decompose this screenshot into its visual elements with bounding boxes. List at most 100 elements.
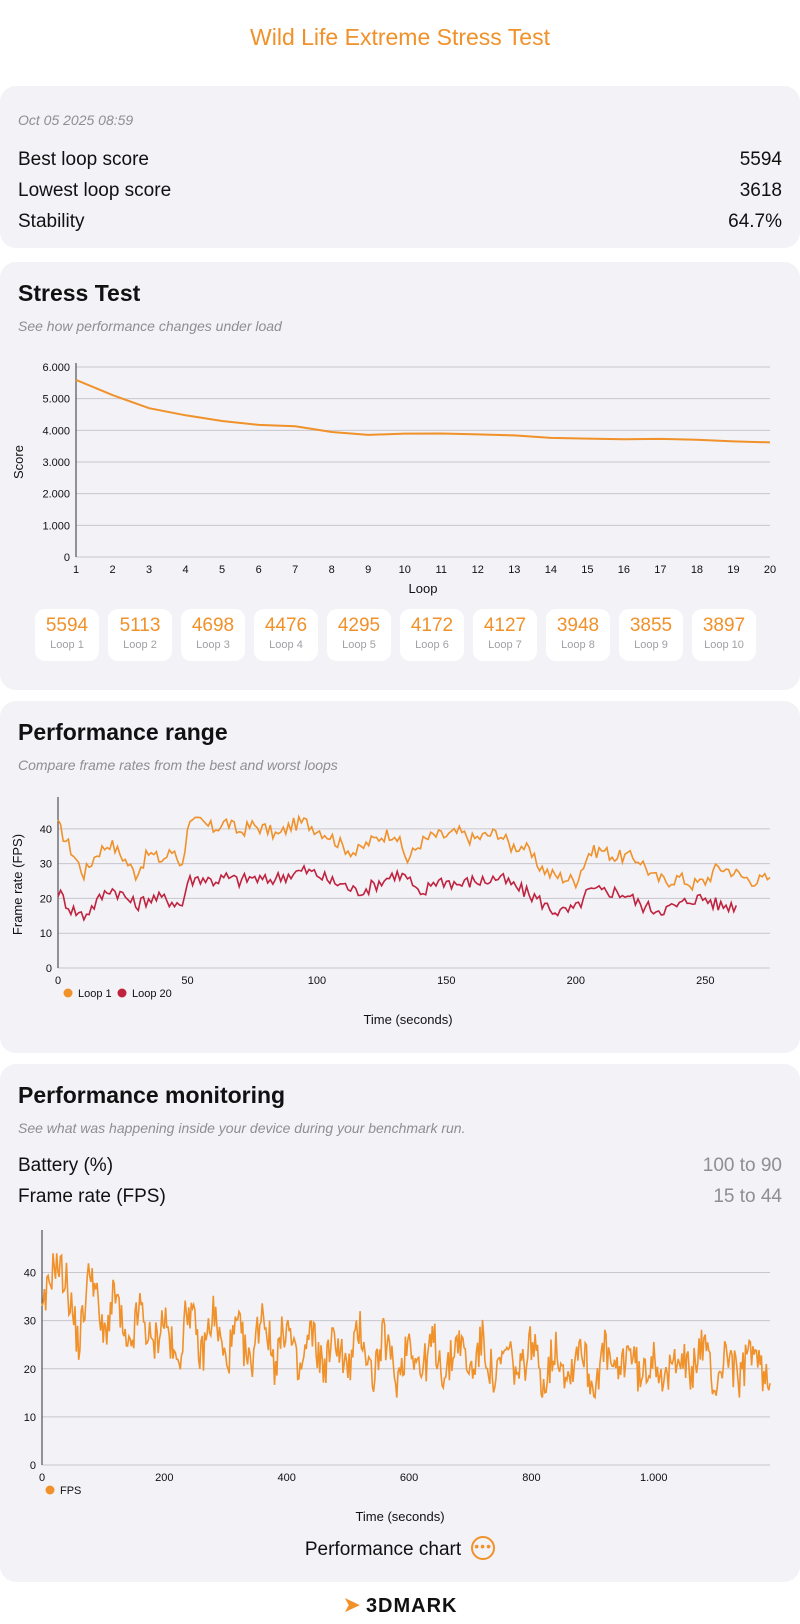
legend-label: Loop 1 bbox=[78, 988, 112, 1000]
performance-range-chart: 0 10 20 30 40 0 50 100 150 200 250 Time (seconds) Fr… bbox=[10, 797, 771, 1027]
loop-score: 4476 bbox=[264, 615, 308, 636]
stress-test-card: Stress Test See how performance changes … bbox=[0, 262, 800, 690]
y-tick-label: 0 bbox=[46, 963, 52, 975]
y-tick-label: 30 bbox=[40, 859, 52, 871]
x-axis-label: Loop bbox=[409, 581, 438, 596]
x-tick-label: 600 bbox=[400, 1472, 418, 1484]
x-tick-label: 150 bbox=[437, 975, 455, 987]
x-tick-label: 17 bbox=[654, 564, 666, 576]
x-tick-label: 100 bbox=[308, 975, 326, 987]
x-axis-label: Time (seconds) bbox=[363, 1012, 452, 1027]
performance-chart-label: Performance chart bbox=[304, 1539, 462, 1561]
loop-score: 4698 bbox=[191, 615, 235, 636]
y-tick-label: 0 bbox=[30, 1460, 36, 1472]
3dmark-logo: ➤ 3DMARK bbox=[0, 1592, 800, 1618]
3dmark-logo-text: 3DMARK bbox=[365, 1595, 458, 1617]
y-axis-label: Score bbox=[11, 445, 26, 479]
x-tick-label: 200 bbox=[155, 1472, 173, 1484]
x-tick-label: 19 bbox=[727, 564, 739, 576]
y-tick-label: 30 bbox=[24, 1316, 36, 1328]
legend-marker bbox=[45, 1485, 55, 1495]
x-tick-label: 0 bbox=[55, 975, 61, 987]
x-tick-label: 4 bbox=[183, 564, 189, 576]
3dmark-logo-mark: ➤ bbox=[342, 1592, 362, 1617]
y-tick-label: 4.000 bbox=[42, 425, 70, 437]
loop-card[interactable]: 4698 Loop 3 bbox=[181, 609, 245, 661]
x-tick-label: 0 bbox=[39, 1472, 45, 1484]
loop-card[interactable]: 5594 Loop 1 bbox=[35, 609, 99, 661]
x-tick-label: 800 bbox=[522, 1472, 540, 1484]
series-line-loop-20 bbox=[57, 863, 738, 922]
loop-card[interactable]: 4476 Loop 4 bbox=[254, 609, 318, 661]
y-tick-label: 1.000 bbox=[42, 520, 70, 532]
frame-rate-row: Frame rate (FPS) 15 to 44 bbox=[18, 1186, 782, 1208]
score-line bbox=[75, 378, 771, 444]
battery-value: 100 to 90 bbox=[702, 1155, 782, 1176]
frame-rate-label: Frame rate (FPS) bbox=[18, 1186, 166, 1207]
y-tick-label: 10 bbox=[24, 1412, 36, 1424]
x-axis-label: Time (seconds) bbox=[355, 1509, 444, 1524]
loop-score: 5113 bbox=[119, 615, 161, 636]
loop-label: Loop 9 bbox=[634, 639, 668, 651]
y-tick-label: 0 bbox=[64, 552, 70, 564]
x-tick-label: 20 bbox=[764, 564, 776, 576]
page-title: Wild Life Extreme Stress Test bbox=[250, 24, 550, 50]
best-loop-label: Best loop score bbox=[18, 149, 149, 170]
loop-label: Loop 5 bbox=[342, 639, 376, 651]
loop-card[interactable]: 3855 Loop 9 bbox=[619, 609, 683, 661]
loop-card[interactable]: 3948 Loop 8 bbox=[546, 609, 610, 661]
loop-score: 3948 bbox=[556, 615, 600, 636]
loop-score: 3855 bbox=[629, 615, 673, 636]
y-axis-label: Frame rate (FPS) bbox=[10, 834, 25, 935]
performance-monitoring-title: Performance monitoring bbox=[18, 1082, 286, 1108]
loop-label: Loop 10 bbox=[704, 639, 744, 651]
x-tick-label: 5 bbox=[219, 564, 225, 576]
x-tick-label: 1.000 bbox=[640, 1472, 668, 1484]
lowest-loop-label: Lowest loop score bbox=[18, 180, 172, 201]
loop-score: 3897 bbox=[702, 615, 746, 636]
more-options-icon: ••• bbox=[471, 1536, 496, 1560]
loop-scores-strip[interactable]: 5594 Loop 1 5113 Loop 2 4698 Loop 3 4476 Loop 4… bbox=[35, 609, 765, 663]
x-tick-label: 50 bbox=[181, 975, 193, 987]
loop-label: Loop 3 bbox=[196, 639, 230, 651]
x-tick-label: 10 bbox=[399, 564, 411, 576]
loop-card[interactable]: 3897 Loop 10 bbox=[692, 609, 756, 661]
performance-range-card: Performance range Compare frame rates fr… bbox=[0, 701, 800, 1053]
best-loop-row: Best loop score 5594 bbox=[18, 149, 782, 171]
loop-card[interactable]: 4127 Loop 7 bbox=[473, 609, 537, 661]
loop-label: Loop 1 bbox=[50, 639, 84, 651]
summary-card: Oct 05 2025 08:59 Best loop score 5594 L… bbox=[0, 86, 800, 248]
loop-score: 5594 bbox=[45, 615, 89, 636]
x-tick-label: 9 bbox=[365, 564, 371, 576]
x-tick-label: 200 bbox=[567, 975, 585, 987]
x-tick-label: 3 bbox=[146, 564, 152, 576]
x-tick-label: 2 bbox=[109, 564, 115, 576]
stress-test-subtitle: See how performance changes under load bbox=[18, 318, 282, 334]
x-tick-label: 400 bbox=[278, 1472, 296, 1484]
loop-score: 4295 bbox=[337, 615, 381, 636]
loop-score: 4172 bbox=[410, 615, 454, 636]
y-tick-label: 10 bbox=[40, 928, 52, 940]
performance-monitoring-card: Performance monitoring See what was happ… bbox=[0, 1064, 800, 1582]
stability-row: Stability 64.7% bbox=[18, 211, 782, 233]
loop-card[interactable]: 4295 Loop 5 bbox=[327, 609, 391, 661]
y-tick-label: 20 bbox=[24, 1364, 36, 1376]
performance-chart-button[interactable]: Performance chart ••• bbox=[0, 1536, 800, 1562]
performance-range-title: Performance range bbox=[18, 719, 228, 745]
x-tick-label: 18 bbox=[691, 564, 703, 576]
loop-card[interactable]: 4172 Loop 6 bbox=[400, 609, 464, 661]
x-tick-label: 11 bbox=[436, 564, 447, 576]
x-tick-label: 6 bbox=[256, 564, 262, 576]
best-loop-value: 5594 bbox=[739, 149, 782, 170]
x-tick-label: 250 bbox=[696, 975, 714, 987]
stress-test-title: Stress Test bbox=[18, 280, 141, 306]
legend-marker bbox=[117, 988, 127, 998]
loop-card[interactable]: 5113 Loop 2 bbox=[108, 609, 172, 661]
frame-rate-value: 15 to 44 bbox=[713, 1186, 782, 1207]
run-date: Oct 05 2025 08:59 bbox=[18, 112, 134, 128]
loop-label: Loop 7 bbox=[488, 639, 522, 651]
stability-value: 64.7% bbox=[728, 211, 782, 232]
x-tick-label: 7 bbox=[292, 564, 298, 576]
performance-range-subtitle: Compare frame rates from the best and wo… bbox=[18, 757, 338, 773]
